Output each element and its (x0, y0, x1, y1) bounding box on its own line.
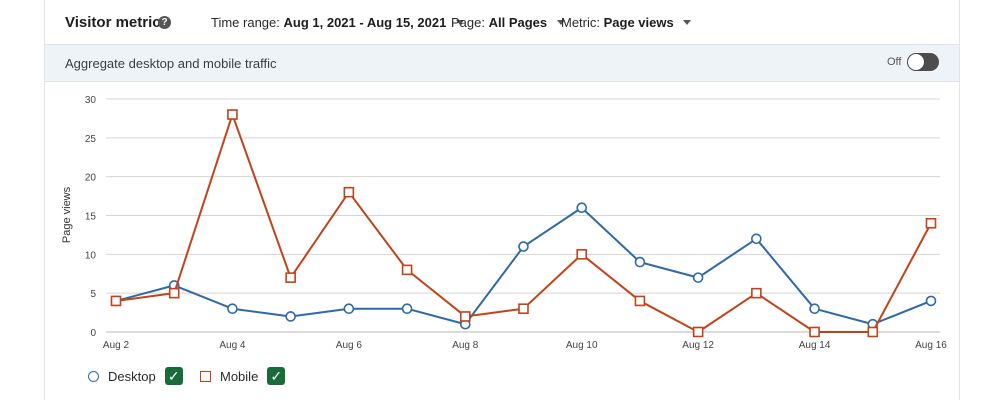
page-value: All Pages (488, 15, 548, 30)
aggregate-traffic-label: Aggregate desktop and mobile traffic (65, 56, 277, 71)
page-dropdown[interactable]: Page: All Pages (451, 15, 565, 30)
mobile-data-point (459, 311, 471, 322)
mobile-data-point (110, 295, 122, 307)
legend-desktop: Desktop ✓ (88, 367, 183, 385)
y-tick-label: 30 (85, 95, 97, 106)
chevron-down-icon (683, 20, 692, 25)
metrics-toolbar: Visitor metrics ? Time range: Aug 1, 202… (45, 0, 959, 44)
mobile-data-point (576, 249, 588, 260)
y-tick-label: 0 (90, 328, 96, 339)
mobile-data-point (227, 109, 238, 120)
metric-dropdown[interactable]: Metric: Page views (561, 15, 692, 30)
desktop-data-point (227, 303, 238, 315)
desktop-data-point (925, 295, 937, 307)
mobile-series-line (115, 113, 932, 333)
mobile-data-point (925, 217, 937, 229)
mobile-series-checkbox[interactable]: ✓ (267, 367, 286, 385)
y-tick-label: 5 (90, 289, 96, 300)
x-tick-label: Aug 14 (799, 340, 831, 351)
card-title: Visitor metrics (65, 14, 169, 31)
mobile-data-point (518, 303, 529, 315)
time-range-dropdown[interactable]: Time range: Aug 1, 2021 - Aug 15, 2021 (211, 15, 464, 30)
metric-value: Page views (603, 15, 674, 30)
x-tick-label: Aug 12 (682, 340, 714, 351)
x-tick-label: Aug 6 (336, 340, 363, 351)
mobile-data-point (692, 326, 704, 338)
circle-marker-icon (88, 370, 99, 382)
desktop-data-point (751, 233, 762, 245)
legend-desktop-label: Desktop (108, 368, 156, 384)
aggregate-traffic-bar: Aggregate desktop and mobile traffic Off (45, 44, 959, 82)
x-tick-label: Aug 10 (566, 340, 598, 351)
desktop-series-checkbox[interactable]: ✓ (164, 367, 183, 385)
time-range-value: Aug 1, 2021 - Aug 15, 2021 (283, 15, 447, 30)
desktop-data-point (401, 303, 413, 315)
desktop-data-point (343, 303, 355, 315)
help-icon[interactable]: ? (158, 16, 171, 29)
desktop-data-point (809, 303, 820, 315)
y-tick-label: 25 (85, 134, 97, 145)
mobile-data-point (401, 264, 413, 276)
mobile-data-point (751, 287, 762, 299)
page-label: Page: (451, 15, 485, 30)
desktop-data-point (576, 202, 588, 214)
desktop-data-point (634, 256, 646, 268)
y-tick-label: 15 (85, 212, 97, 223)
legend-mobile: Mobile ✓ (200, 367, 286, 385)
y-tick-label: 10 (85, 250, 97, 261)
mobile-data-point (634, 295, 646, 307)
chevron-down-icon (556, 20, 565, 25)
y-tick-label: 20 (85, 173, 97, 184)
visitor-metrics-card: Visitor metrics ? Time range: Aug 1, 202… (44, 0, 960, 400)
legend-mobile-label: Mobile (220, 368, 259, 384)
time-range-label: Time range: (211, 15, 280, 30)
mobile-data-point (867, 326, 879, 338)
mobile-data-point (168, 287, 180, 299)
toggle-knob (908, 54, 924, 70)
desktop-data-point (285, 311, 296, 322)
aggregate-toggle[interactable] (907, 53, 939, 71)
metric-label: Metric: (561, 15, 600, 30)
mobile-data-point (343, 186, 355, 198)
desktop-data-point (518, 241, 529, 252)
square-marker-icon (200, 370, 211, 382)
chevron-down-icon (455, 20, 464, 25)
x-tick-label: Aug 16 (915, 340, 947, 351)
x-tick-label: Aug 8 (452, 340, 479, 351)
mobile-data-point (809, 326, 820, 338)
desktop-data-point (692, 272, 704, 283)
y-axis-label: Page views (61, 186, 73, 243)
mobile-data-point (285, 272, 296, 283)
toggle-state-label: Off (887, 56, 902, 68)
x-tick-label: Aug 2 (103, 340, 130, 351)
x-tick-label: Aug 4 (219, 340, 246, 351)
